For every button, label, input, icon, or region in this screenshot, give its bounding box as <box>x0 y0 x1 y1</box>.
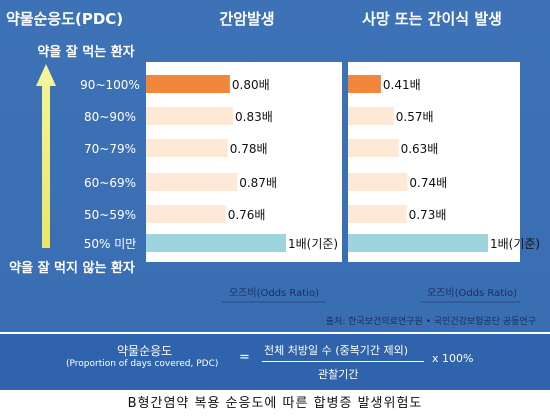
bar-liver-cancer <box>146 75 230 93</box>
data-label-death-transplant: 0.73배 <box>409 208 447 222</box>
xlabel-death-transplant: 오즈비(Odds Ratio) <box>427 287 517 299</box>
adherence-arrow <box>36 64 56 248</box>
bar-liver-cancer <box>146 205 226 223</box>
left-header-title: 약물순응도(PDC) <box>6 10 123 28</box>
formula-lhs-title: 약물순응도 <box>117 344 173 358</box>
data-label-liver-cancer: 0.78배 <box>230 142 268 156</box>
formula-numerator: 전체 처방일 수 (중복기간 제외) <box>264 344 409 357</box>
data-label-death-transplant: 0.74배 <box>409 176 447 190</box>
col1-header-title: 간암발생 <box>219 10 274 28</box>
formula-equals: = <box>239 350 250 365</box>
data-label-liver-cancer: 0.83배 <box>235 110 273 124</box>
formula-lhs-sub: (Proportion of days covered, PDC) <box>66 359 219 369</box>
data-label-liver-cancer: 0.80배 <box>232 78 270 92</box>
chart-svg: 약물순응도(PDC) 간암발생 사망 또는 간이식 발생 약을 잘 먹는 환자 … <box>6 10 541 327</box>
formula-bar: 약물순응도 (Proportion of days covered, PDC) … <box>0 334 550 390</box>
category-label: 50~59% <box>84 208 136 222</box>
category-label: 80~90% <box>84 110 136 124</box>
bar-death-transplant <box>348 234 488 252</box>
source-note: 출처: 한국보건의료연구원 • 국민건강보험공단 공동연구 <box>326 315 536 327</box>
bar-liver-cancer <box>146 234 286 252</box>
figure-caption: B형간염약 복용 순응도에 따른 합병증 발생위험도 <box>127 396 423 411</box>
category-label: 70~79% <box>84 142 136 156</box>
data-label-death-transplant: 0.57배 <box>396 110 434 124</box>
bar-death-transplant <box>348 205 407 223</box>
data-label-liver-cancer: 0.76배 <box>228 208 266 222</box>
data-label-death-transplant: 0.63배 <box>401 142 439 156</box>
bar-death-transplant <box>348 107 394 125</box>
category-label: 60~69% <box>84 176 136 190</box>
formula-multiplier: x 100% <box>432 352 474 365</box>
bar-death-transplant <box>348 75 381 93</box>
bar-liver-cancer <box>146 139 228 157</box>
formula-denominator: 관찰기간 <box>318 368 359 381</box>
bar-liver-cancer <box>146 173 238 191</box>
arrow-bottom-label: 약을 잘 먹지 않는 환자 <box>9 260 135 276</box>
bar-death-transplant <box>348 173 408 191</box>
plot-area-death-transplant <box>348 62 520 262</box>
formula-fraction-line <box>262 361 424 362</box>
col2-header-title: 사망 또는 간이식 발생 <box>362 10 502 28</box>
data-label-liver-cancer: 1배(기준) <box>288 237 338 251</box>
data-label-liver-cancer: 0.87배 <box>239 176 277 190</box>
data-label-death-transplant: 0.41배 <box>383 78 421 92</box>
bar-liver-cancer <box>146 107 234 125</box>
plot-area-liver-cancer <box>146 62 342 262</box>
data-label-death-transplant: 1배(기준) <box>490 237 540 251</box>
category-label: 90~100% <box>80 78 140 92</box>
bar-death-transplant <box>348 139 399 157</box>
xlabel-liver-cancer: 오즈비(Odds Ratio) <box>229 287 319 299</box>
chart-panel: 약물순응도(PDC) 간암발생 사망 또는 간이식 발생 약을 잘 먹는 환자 … <box>0 0 550 332</box>
category-label: 50% 미만 <box>84 237 137 251</box>
arrow-top-label: 약을 잘 먹는 환자 <box>37 44 134 60</box>
